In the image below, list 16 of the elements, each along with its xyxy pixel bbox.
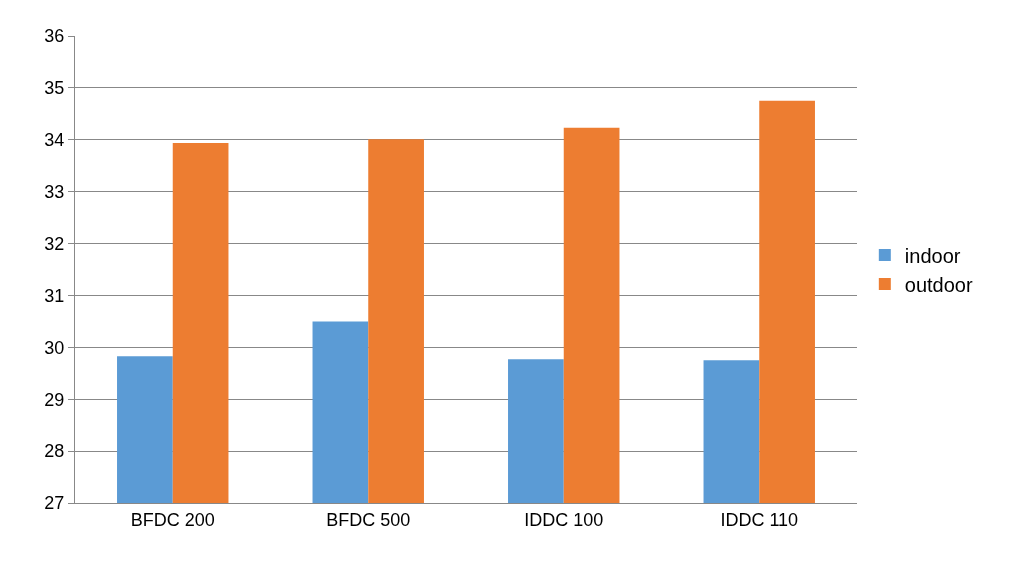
x-tick-label: BFDC 200 <box>130 509 215 530</box>
legend-label: indoor <box>904 244 961 267</box>
legend-label: outdoor <box>904 273 973 296</box>
y-tick-label: 27 <box>44 493 65 514</box>
y-tick-label: 31 <box>44 285 65 306</box>
x-tick-label: IDDC 100 <box>524 509 604 530</box>
y-tick-label: 33 <box>44 181 65 202</box>
y-tick-label: 35 <box>44 78 65 99</box>
y-tick-label: 29 <box>44 389 65 410</box>
y-tick-label: 30 <box>44 337 65 358</box>
y-tick-label: 28 <box>44 441 65 462</box>
x-tick-label: IDDC 110 <box>720 509 799 530</box>
x-tick-label: BFDC 500 <box>326 509 411 530</box>
y-tick-label: 32 <box>44 233 65 254</box>
y-tick-label: 36 <box>44 26 65 47</box>
y-tick-label: 34 <box>44 130 65 151</box>
